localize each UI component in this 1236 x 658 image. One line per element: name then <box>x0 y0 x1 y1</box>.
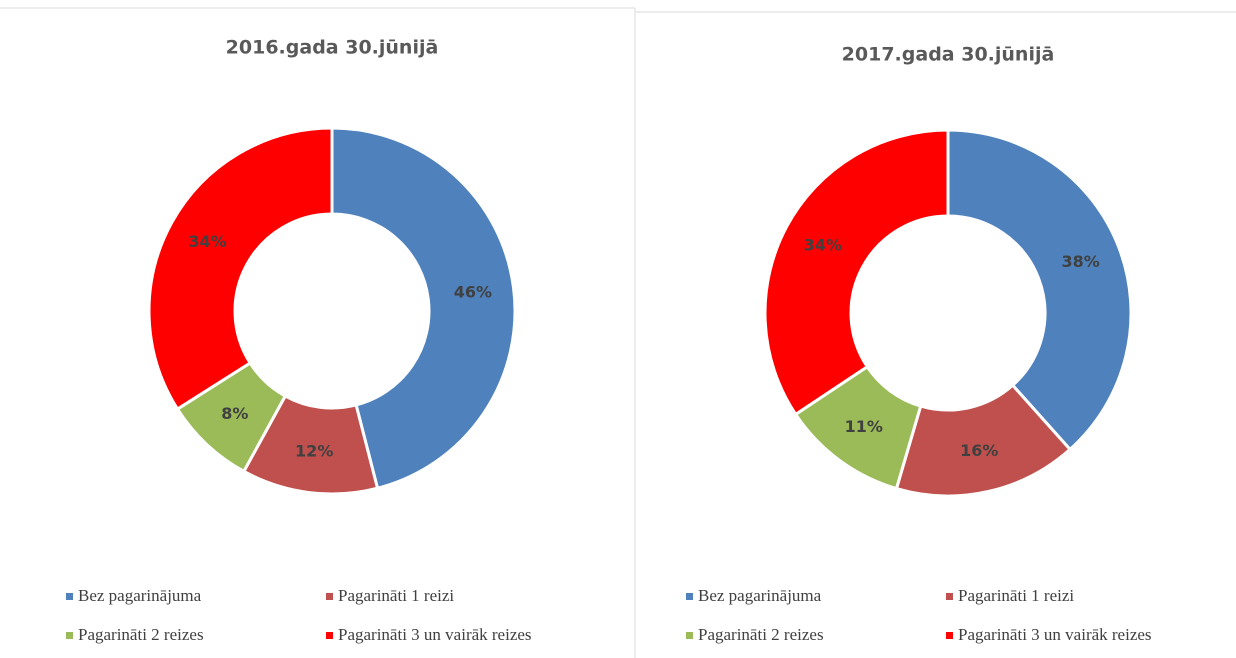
legend-label: Pagarināti 2 reizes <box>78 625 204 644</box>
data-label: 34% <box>804 235 842 254</box>
chart-title: 2017.gada 30.jūnijā <box>842 44 1055 66</box>
legend-label: Pagarināti 2 reizes <box>698 625 824 644</box>
data-label: 16% <box>960 441 998 460</box>
legend-label: Bez pagarinājuma <box>698 586 822 605</box>
legend-marker <box>686 632 693 639</box>
legend-marker <box>946 593 953 600</box>
legend-label: Pagarināti 1 reizi <box>338 586 454 605</box>
legend-label: Pagarināti 1 reizi <box>958 586 1074 605</box>
donut-segment <box>330 126 517 491</box>
legend-marker <box>686 593 693 600</box>
data-label: 38% <box>1062 252 1100 271</box>
legend-label: Pagarināti 3 un vairāk reizes <box>338 625 532 644</box>
chart-title: 2016.gada 30.jūnijā <box>226 37 439 59</box>
legend-marker <box>66 632 73 639</box>
legend-label: Pagarināti 3 un vairāk reizes <box>958 625 1152 644</box>
donut-segment <box>147 126 334 412</box>
legend-marker <box>66 593 73 600</box>
data-label: 12% <box>295 441 333 460</box>
legend-label: Bez pagarinājuma <box>78 586 202 605</box>
data-label: 11% <box>845 417 883 436</box>
donut-segment <box>763 128 950 417</box>
data-label: 46% <box>454 283 492 302</box>
legend-marker <box>326 632 333 639</box>
donut-segment <box>946 128 1133 452</box>
data-label: 8% <box>221 404 248 423</box>
legend-marker <box>326 593 333 600</box>
data-label: 34% <box>188 232 226 251</box>
legend-marker <box>946 632 953 639</box>
